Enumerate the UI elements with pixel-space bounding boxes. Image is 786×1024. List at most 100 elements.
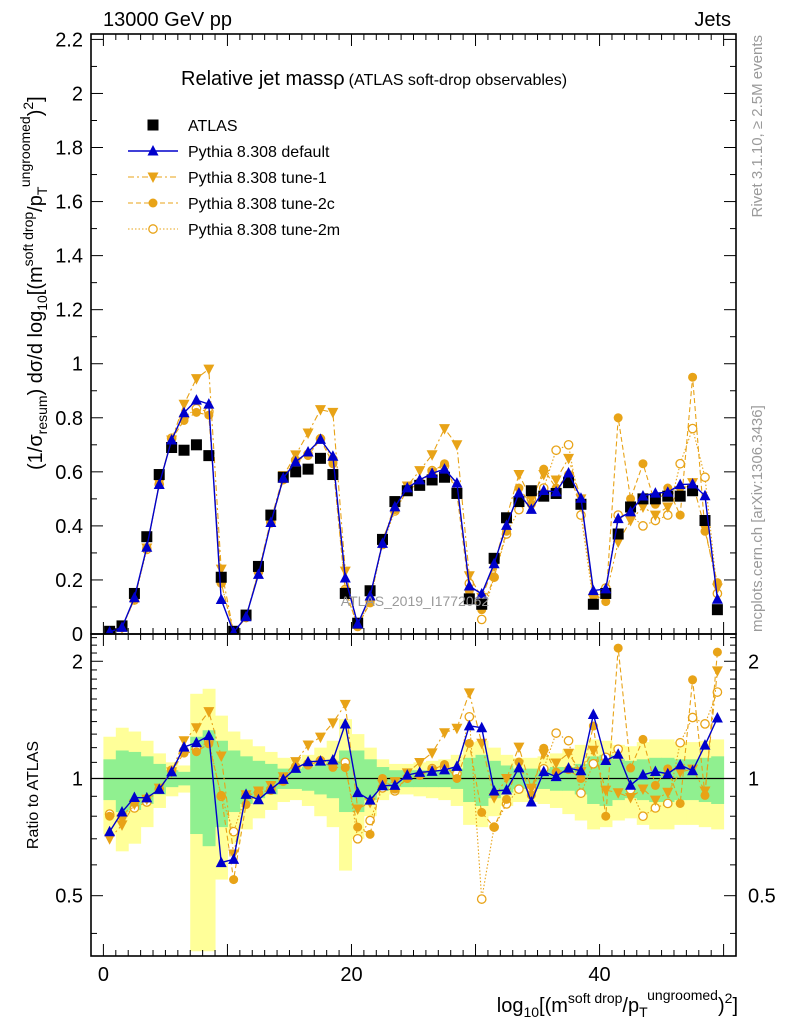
legend-label: Pythia 8.308 tune-2c <box>188 196 335 213</box>
ratio-point <box>463 688 475 699</box>
ratio-point <box>600 754 612 766</box>
data-point <box>190 374 202 385</box>
legend-marker <box>147 119 159 131</box>
data-point <box>476 598 488 610</box>
data-point <box>587 584 599 596</box>
ratio-point <box>699 739 711 750</box>
ratio-point <box>414 757 426 769</box>
ratio-point <box>637 784 649 795</box>
ratio-point <box>550 758 562 769</box>
data-point <box>489 572 499 582</box>
series-line <box>109 377 718 634</box>
data-point <box>525 503 537 514</box>
data-point <box>190 439 202 451</box>
legend-label: Pythia 8.308 tune-1 <box>188 170 327 187</box>
data-point <box>414 479 426 491</box>
ratio-point <box>451 760 463 771</box>
ratio-point <box>352 833 363 844</box>
ratio-point <box>464 711 475 722</box>
data-point <box>637 489 649 501</box>
y-tick-label: 1.2 <box>55 300 83 322</box>
ratio-point <box>116 806 128 817</box>
ratio-point <box>203 729 215 741</box>
category-label: Jets <box>694 9 731 31</box>
ratio-point <box>252 793 264 805</box>
data-point <box>525 494 537 505</box>
data-point <box>600 582 612 594</box>
legend-marker <box>148 224 158 234</box>
data-point <box>203 398 215 409</box>
data-point <box>414 466 426 477</box>
data-point <box>626 494 636 504</box>
inner-band-bin <box>649 757 663 803</box>
data-point <box>166 434 178 445</box>
ratio-point <box>711 711 723 723</box>
chart-title: Relative jet massρ (ATLAS soft-drop obser… <box>181 68 567 90</box>
ratio-point <box>625 779 637 790</box>
inner-band-bin <box>487 760 501 799</box>
data-point <box>141 531 153 543</box>
data-point <box>190 394 202 405</box>
ratio-point <box>587 708 599 719</box>
ratio-y-tick-label: 1 <box>72 768 83 790</box>
data-point <box>451 477 463 488</box>
ratio-point <box>477 807 487 817</box>
data-point <box>141 541 153 552</box>
ratio-point <box>674 758 686 770</box>
ratio-point <box>389 779 401 790</box>
ratio-point <box>116 820 128 831</box>
inner-band-bin <box>711 756 725 804</box>
x-tick-label: 20 <box>340 964 362 986</box>
data-point <box>426 467 438 478</box>
data-point <box>687 485 699 497</box>
data-point <box>252 568 264 579</box>
y-tick-label: 0.8 <box>55 408 83 430</box>
data-point <box>675 510 685 520</box>
ratio-point <box>563 735 574 746</box>
data-point <box>488 557 500 569</box>
ratio-point <box>190 736 202 748</box>
data-point <box>538 484 550 496</box>
data-point <box>339 587 351 599</box>
ratio-point <box>476 721 488 733</box>
y-tick-label: 1 <box>72 354 83 376</box>
y-tick-label: 1.8 <box>55 138 83 160</box>
ratio-point <box>353 822 363 832</box>
data-point <box>439 471 451 483</box>
ratio-point <box>712 647 722 657</box>
data-point <box>116 621 128 632</box>
ratio-point <box>525 796 537 807</box>
ratio-point <box>364 794 376 805</box>
data-point <box>439 424 451 435</box>
data-point <box>550 485 562 497</box>
data-point <box>426 474 438 486</box>
data-point <box>314 452 326 464</box>
ratio-point <box>638 734 648 744</box>
inner-band-bin <box>115 750 129 813</box>
main-y-axis-label: (1/σresum) dσ/d log10[(msoft drop/pTungr… <box>17 96 50 470</box>
data-point <box>637 502 649 513</box>
data-point <box>638 521 648 531</box>
ratio-point <box>414 766 426 777</box>
ratio-point <box>439 728 451 739</box>
data-point <box>463 571 475 582</box>
ratio-point <box>700 719 710 729</box>
data-point <box>501 519 513 530</box>
inner-band-bin <box>140 756 154 804</box>
ratio-y-tick-label-right: 0.5 <box>748 886 776 908</box>
data-point <box>265 516 277 527</box>
data-point <box>203 364 215 376</box>
ratio-point <box>662 767 674 779</box>
ratio-point <box>166 765 178 777</box>
data-point <box>252 560 264 572</box>
ratio-point <box>576 773 586 783</box>
data-point <box>290 450 302 461</box>
legend-label: Pythia 8.308 default <box>188 144 330 161</box>
data-point <box>153 469 165 481</box>
data-point <box>451 440 463 451</box>
data-point <box>563 467 575 478</box>
ratio-point <box>339 718 351 729</box>
data-point <box>662 486 674 497</box>
data-point <box>215 571 227 583</box>
ratio-point <box>688 675 698 685</box>
